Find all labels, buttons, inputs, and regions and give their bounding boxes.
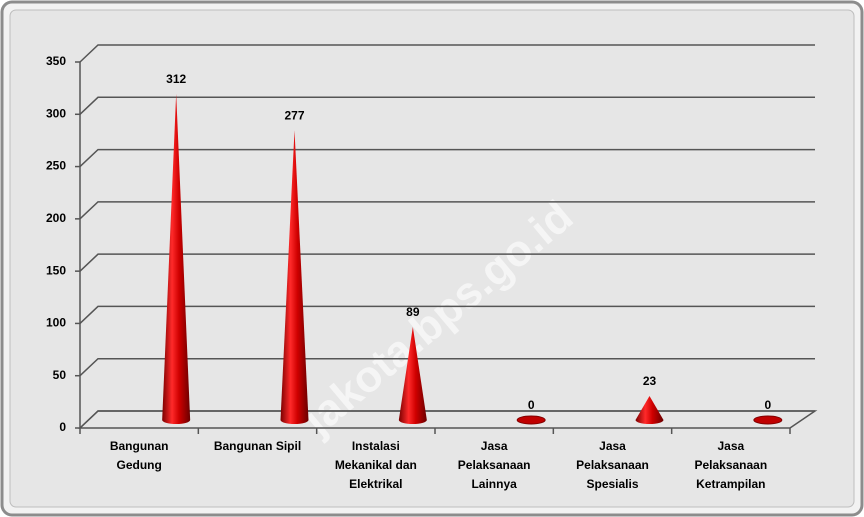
x-tick-label: Jasa Pelaksanaan Lainnya <box>457 439 531 491</box>
y-tick-label: 100 <box>46 316 66 330</box>
grid-line <box>79 44 815 63</box>
cone <box>280 130 309 424</box>
value-label: 277 <box>284 109 304 123</box>
cone <box>516 415 546 425</box>
y-tick-label: 200 <box>46 211 66 225</box>
x-tick-label: Jasa Pelaksanaan Ketrampilan <box>694 439 768 491</box>
x-tick-label: Jasa Pelaksanaan Spesialis <box>576 439 649 491</box>
grid-line <box>79 96 815 115</box>
y-tick-label: 150 <box>46 263 66 277</box>
grid-line <box>79 253 815 272</box>
grid-line <box>79 357 815 377</box>
cone <box>753 415 783 425</box>
y-tick-label: 300 <box>46 106 66 120</box>
value-label: 0 <box>764 398 771 412</box>
value-label: 312 <box>166 72 186 86</box>
cone <box>635 395 664 424</box>
x-tick-label: Bangunan Sipil <box>213 439 302 453</box>
y-tick-label: 250 <box>46 159 66 173</box>
x-tick-label: Bangunan Gedung <box>109 439 169 472</box>
y-tick-label: 0 <box>59 420 66 434</box>
grid-line <box>79 148 815 168</box>
value-label: 0 <box>528 398 535 412</box>
grid-line <box>79 201 815 220</box>
grid-line <box>79 410 815 429</box>
grid-line <box>79 305 815 324</box>
value-label: 89 <box>406 305 420 319</box>
y-tick-label: 50 <box>53 368 67 382</box>
y-tick-label: 350 <box>46 54 66 68</box>
x-tick-label: Instalasi Mekanikal dan Elektrikal <box>334 439 417 491</box>
cone <box>162 93 191 424</box>
value-label: 23 <box>643 374 657 388</box>
plot-background <box>9 9 855 508</box>
cone <box>398 326 427 424</box>
